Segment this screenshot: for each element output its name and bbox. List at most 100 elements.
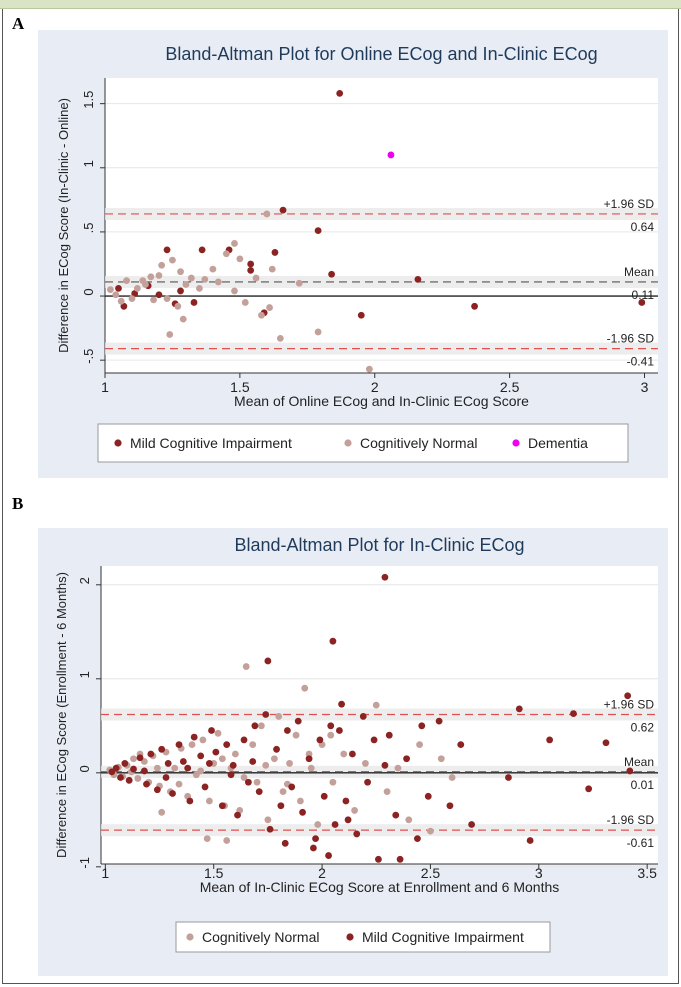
data-point	[336, 89, 344, 97]
data-point	[240, 736, 248, 744]
data-point	[253, 778, 261, 786]
panel-letter-b: B	[12, 494, 24, 513]
data-point	[427, 827, 434, 835]
data-point	[338, 700, 345, 708]
data-point	[125, 776, 133, 784]
data-point	[624, 692, 632, 700]
data-point	[188, 741, 196, 749]
data-point	[328, 270, 335, 278]
data-point	[134, 775, 142, 782]
data-point	[163, 246, 171, 254]
data-point	[247, 260, 255, 268]
x-axis-label: Mean of In-Clinic ECog Score at Enrollme…	[200, 879, 560, 895]
data-point	[446, 802, 454, 810]
data-point	[394, 764, 402, 772]
data-point	[279, 206, 287, 214]
data-point	[155, 272, 163, 279]
data-point	[387, 151, 395, 159]
data-point	[316, 736, 324, 744]
data-point	[271, 249, 279, 256]
y-tick-label: -1	[77, 857, 92, 869]
data-point	[128, 295, 136, 303]
data-point	[240, 774, 248, 781]
data-point	[136, 754, 144, 762]
data-point	[585, 785, 593, 793]
data-point	[212, 748, 220, 756]
ref-line-value: 0.11	[632, 288, 655, 302]
x-axis-label: Mean of Online ECog and In-Clinic ECog S…	[234, 393, 529, 409]
x-tick-label: 1	[101, 379, 109, 395]
x-tick-label: 1.5	[230, 379, 250, 395]
data-point	[244, 778, 252, 786]
chart-panel-b: Bland-Altman Plot for In-Clinic ECog -1 0 1…	[38, 528, 668, 976]
data-point	[214, 729, 222, 737]
y-tick-label: 0	[77, 765, 92, 772]
data-point	[231, 287, 238, 295]
data-point	[314, 328, 322, 336]
data-point	[281, 839, 289, 847]
data-point	[130, 755, 137, 763]
data-point	[158, 261, 166, 269]
data-point	[329, 778, 337, 786]
data-point	[349, 750, 356, 758]
data-point	[314, 821, 322, 828]
y-tick-label: -.5	[81, 349, 96, 364]
data-point	[175, 780, 183, 788]
panel-letter-a: A	[12, 14, 25, 33]
data-point	[184, 764, 192, 772]
data-point	[312, 835, 319, 843]
x-tick-label: 2.5	[500, 379, 520, 395]
data-point	[403, 755, 410, 763]
x-tick-label: 2.5	[421, 865, 441, 881]
data-point	[241, 299, 249, 306]
data-point	[266, 825, 274, 833]
data-point	[169, 790, 176, 797]
data-point	[262, 711, 270, 718]
data-point	[364, 778, 371, 786]
data-point	[336, 727, 343, 734]
data-point	[179, 315, 187, 323]
data-point	[147, 273, 155, 281]
data-point	[130, 765, 137, 773]
data-point	[288, 783, 296, 791]
data-point	[357, 311, 365, 319]
data-point	[214, 278, 222, 286]
data-point	[120, 302, 128, 310]
data-point	[174, 302, 182, 310]
data-point	[435, 717, 443, 725]
data-point	[234, 811, 241, 819]
legend-label: Cognitively Normal	[360, 435, 477, 451]
data-point	[117, 774, 124, 781]
data-point	[196, 284, 203, 292]
data-point	[264, 816, 272, 824]
y-tick-label: 1	[81, 160, 96, 167]
legend-label: Dementia	[528, 435, 588, 451]
data-point	[162, 774, 170, 781]
data-point	[262, 761, 270, 769]
data-point	[175, 741, 183, 749]
data-point	[626, 767, 634, 775]
figure-frame	[2, 9, 679, 984]
data-point	[257, 722, 265, 730]
data-point	[158, 808, 166, 816]
data-point	[197, 767, 205, 775]
data-point	[381, 573, 389, 581]
legend-marker	[344, 439, 352, 447]
data-point	[331, 821, 339, 828]
data-point	[283, 727, 291, 734]
data-point	[351, 807, 358, 814]
data-point	[179, 758, 187, 765]
data-point	[117, 297, 125, 305]
data-point	[414, 275, 422, 283]
data-point	[327, 731, 335, 739]
data-point	[325, 852, 332, 859]
data-point	[166, 331, 174, 338]
y-tick-label: 1	[77, 671, 92, 678]
data-point	[249, 758, 257, 765]
data-point	[115, 284, 122, 292]
ref-line-label: -1.96 SD	[607, 332, 655, 346]
data-point	[169, 256, 176, 264]
data-point	[205, 760, 213, 767]
data-point	[231, 240, 238, 247]
data-point	[187, 274, 195, 282]
